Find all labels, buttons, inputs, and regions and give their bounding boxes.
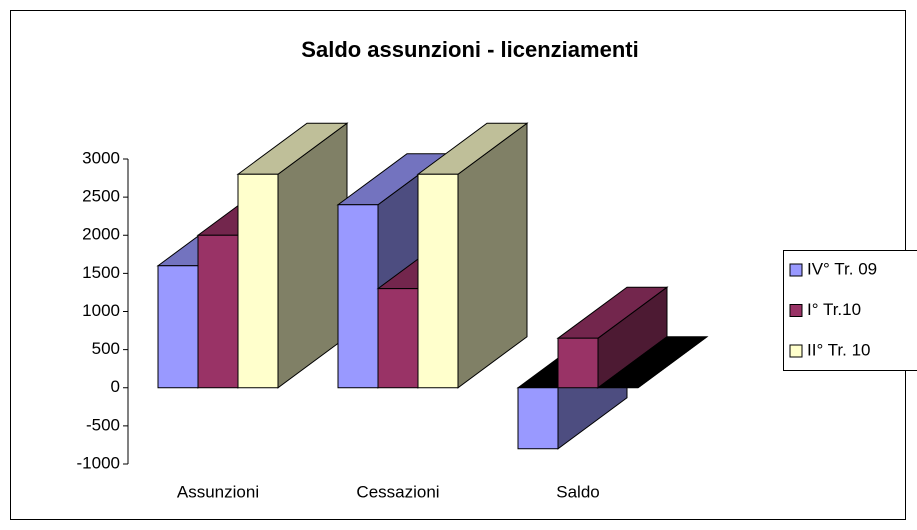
y-tick-label: 2000 [82, 225, 120, 244]
y-tick-label: 0 [111, 377, 120, 396]
y-tick-label: 2500 [82, 187, 120, 206]
bar [557, 337, 599, 389]
legend-swatch [789, 263, 803, 277]
bar [337, 204, 379, 389]
bar [197, 234, 239, 389]
bar [157, 265, 199, 389]
bar [377, 288, 419, 389]
y-tick-label: 1000 [82, 301, 120, 320]
x-tick-label: Cessazioni [356, 482, 439, 501]
legend-swatch [789, 344, 803, 358]
y-tick-label: 1500 [82, 263, 120, 282]
y-tick-label: -500 [86, 415, 120, 434]
bar-top [596, 336, 709, 389]
y-tick-label: -1000 [77, 453, 120, 472]
x-tick-label: Saldo [556, 482, 599, 501]
legend-swatch [789, 304, 803, 317]
bar [237, 173, 279, 389]
chart-title: Saldo assunzioni - licenziamenti [301, 37, 638, 62]
x-tick-label: Assunzioni [177, 482, 259, 501]
bar [517, 387, 559, 450]
legend-box [783, 250, 917, 371]
y-tick-label: 3000 [82, 148, 120, 167]
legend-label: II° Tr. 10 [807, 340, 871, 359]
y-tick-label: 500 [92, 339, 120, 358]
legend-label: I° Tr.10 [807, 300, 861, 319]
legend-label: IV° Tr. 09 [807, 259, 877, 278]
bar [417, 173, 459, 389]
